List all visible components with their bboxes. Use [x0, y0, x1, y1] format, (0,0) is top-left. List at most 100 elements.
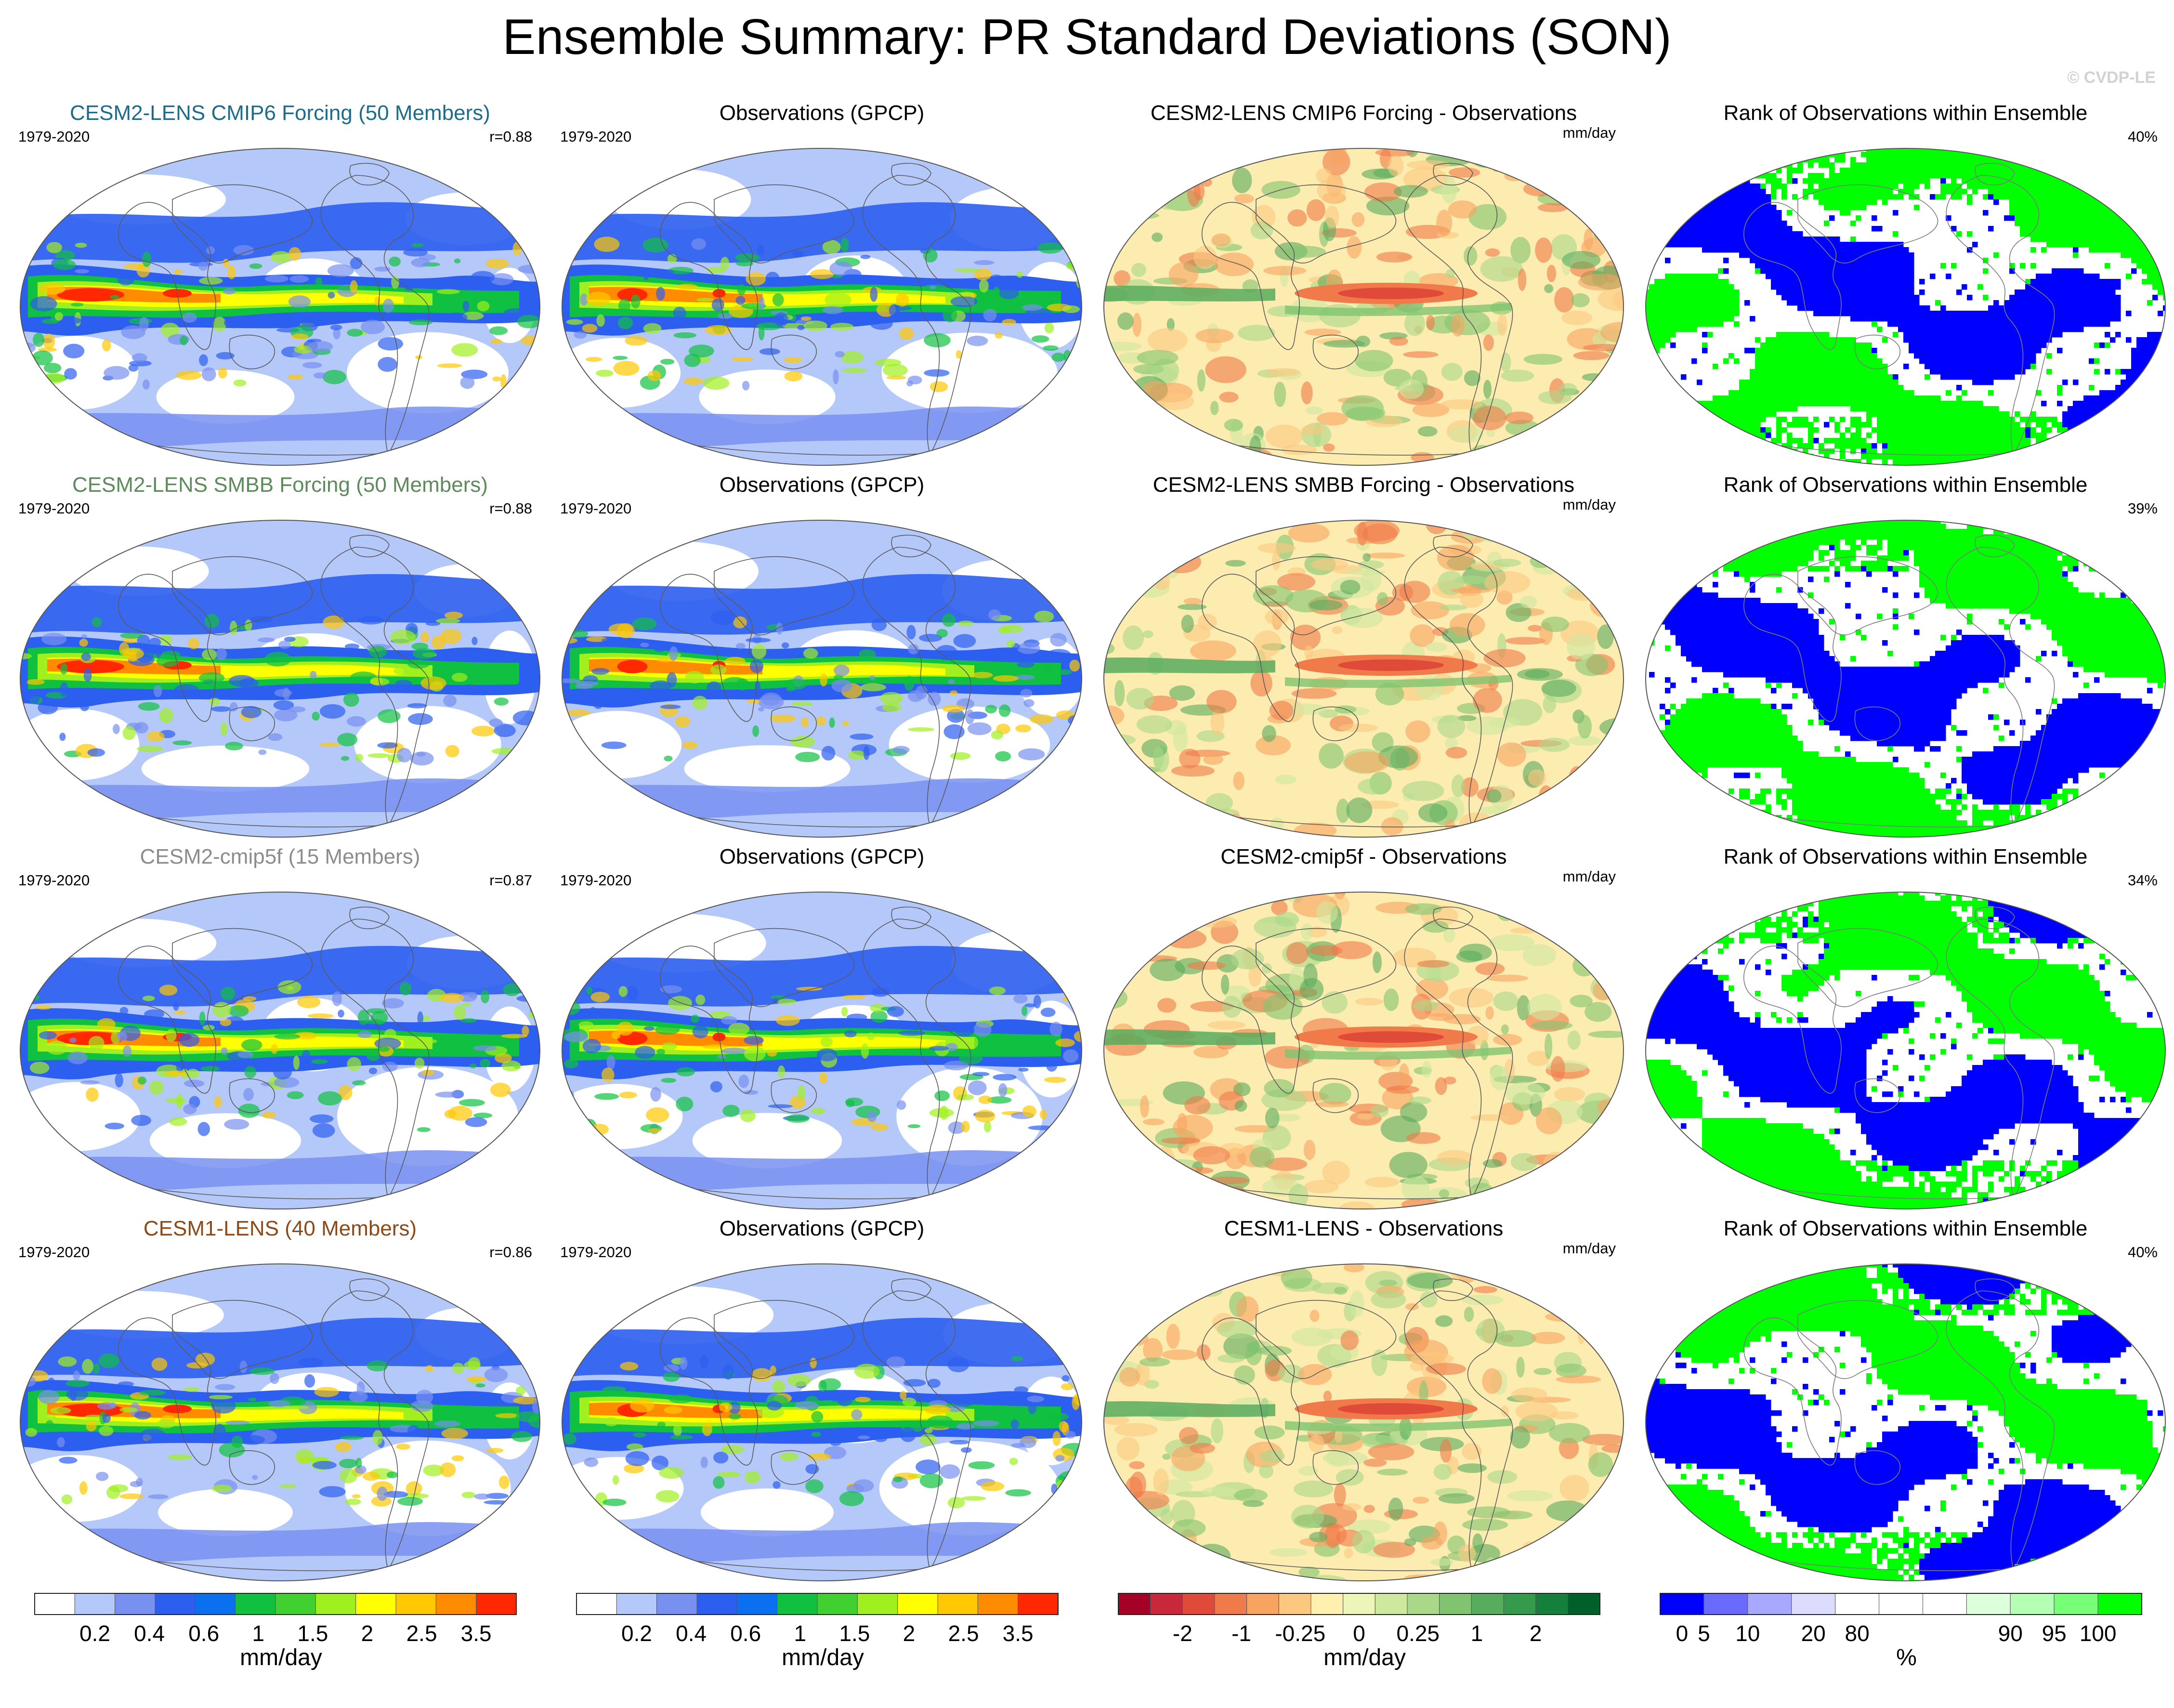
- colorbar-swatch: [35, 1593, 75, 1615]
- colorbar-tick: 80: [1845, 1620, 1869, 1646]
- colorbar-tick: 1: [252, 1620, 264, 1646]
- period-label: 1979-2020: [560, 500, 631, 517]
- colorbar-tick: -0.25: [1275, 1620, 1325, 1646]
- colorbar-swatch: [1504, 1593, 1536, 1615]
- colorbar-swatch: [75, 1593, 115, 1615]
- colorbar-swatch: [1343, 1593, 1375, 1615]
- correlation-label: r=0.88: [489, 128, 532, 145]
- map-r2-c2: [1102, 890, 1625, 1211]
- colorbar-swatch: [356, 1593, 396, 1615]
- colorbar-swatch: [697, 1593, 737, 1615]
- colorbar-swatch: [115, 1593, 155, 1615]
- colorbar-swatch: [275, 1593, 315, 1615]
- colorbar-swatch: [476, 1593, 516, 1615]
- period-label: 1979-2020: [18, 1244, 90, 1261]
- units-label: mm/day: [1563, 1240, 1616, 1257]
- colorbar-tick: 3.5: [461, 1620, 492, 1646]
- panel-title: CESM2-cmip5f (15 Members): [9, 844, 551, 870]
- colorbar-swatch: [1215, 1593, 1247, 1615]
- panel-title: CESM2-LENS CMIP6 Forcing (50 Members): [9, 100, 551, 126]
- colorbar-swatch: [938, 1593, 978, 1615]
- colorbar-tick: -2: [1173, 1620, 1192, 1646]
- panel-title: CESM1-LENS - Observations: [1092, 1216, 1635, 1242]
- panel-title: Rank of Observations within Ensemble: [1634, 1216, 2174, 1242]
- units-label: mm/day: [1563, 868, 1616, 885]
- colorbar-tick: 10: [1735, 1620, 1760, 1646]
- colorbar-tick: 1.5: [839, 1620, 870, 1646]
- rank-percent: 39%: [2128, 500, 2158, 517]
- colorbar-tick: 0.6: [730, 1620, 761, 1646]
- colorbar-tick: 1.5: [297, 1620, 328, 1646]
- colorbar-tick: 0.6: [188, 1620, 219, 1646]
- panel-r0-c1: Observations (GPCP)1979-2020: [550, 96, 1093, 468]
- map-r2-c1: [560, 890, 1084, 1211]
- panel-title: Observations (GPCP): [550, 100, 1093, 126]
- period-label: 1979-2020: [560, 1244, 631, 1261]
- period-label: 1979-2020: [560, 872, 631, 889]
- colorbar-tick: 1: [1471, 1620, 1483, 1646]
- map-r1-c2: [1102, 518, 1625, 839]
- colorbar-tick: 20: [1801, 1620, 1826, 1646]
- panel-r0-c0: CESM2-LENS CMIP6 Forcing (50 Members)197…: [9, 96, 551, 468]
- colorbar-swatch: [1923, 1593, 1966, 1615]
- colorbar-tick: 1: [794, 1620, 806, 1646]
- colorbar-swatch: [1279, 1593, 1311, 1615]
- cvdp-watermark: © CVDP-LE: [2067, 68, 2156, 87]
- colorbar-tick: 0.25: [1396, 1620, 1440, 1646]
- colorbar-tick: 2: [1530, 1620, 1542, 1646]
- map-r3-c1: [560, 1262, 1084, 1583]
- colorbar-swatch: [1440, 1593, 1472, 1615]
- panel-r1-c1: Observations (GPCP) 1979-2020: [550, 468, 1093, 840]
- colorbar-swatch: [2054, 1593, 2098, 1615]
- map-r1-c3: [1644, 518, 2167, 839]
- colorbar-swatch: [817, 1593, 857, 1615]
- correlation-label: r=0.88: [489, 500, 532, 517]
- colorbar-swatch: [1966, 1593, 2010, 1615]
- colorbar-swatch: [898, 1593, 938, 1615]
- colorbar-swatch: [1375, 1593, 1407, 1615]
- colorbar-swatch: [155, 1593, 195, 1615]
- rank-percent: 40%: [2128, 1244, 2158, 1261]
- colorbar-units: mm/day: [551, 1644, 1094, 1671]
- colorbar-swatch: [1748, 1593, 1792, 1615]
- colorbar-units: mm/day: [10, 1644, 552, 1671]
- colorbar-tick: 0.4: [134, 1620, 165, 1646]
- colorbar-swatch: [1311, 1593, 1343, 1615]
- panel-title: CESM2-cmip5f - Observations: [1092, 844, 1635, 870]
- panel-title: Rank of Observations within Ensemble: [1634, 844, 2174, 870]
- period-label: 1979-2020: [18, 500, 90, 517]
- figure-title: Ensemble Summary: PR Standard Deviations…: [0, 6, 2174, 68]
- colorbar-swatch: [1471, 1593, 1504, 1615]
- colorbar-tick: 2: [361, 1620, 374, 1646]
- colorbar-swatch: [315, 1593, 355, 1615]
- colorbar-swatch: [2010, 1593, 2054, 1615]
- map-r0-c2: [1102, 146, 1625, 467]
- rank-percent: 34%: [2128, 872, 2158, 889]
- correlation-label: r=0.86: [489, 1244, 532, 1261]
- colorbar-swatch: [1018, 1593, 1058, 1615]
- panel-title: CESM2-LENS CMIP6 Forcing - Observations: [1092, 100, 1635, 126]
- map-r0-c0: [18, 146, 542, 467]
- rank-percent: 40%: [2128, 128, 2158, 145]
- colorbar-swatch: [1879, 1593, 1923, 1615]
- colorbar-swatch: [1835, 1593, 1879, 1615]
- colorbar-0-swatches: [10, 1592, 552, 1621]
- colorbar-tick: 0: [1353, 1620, 1365, 1646]
- colorbar-swatch: [657, 1593, 697, 1615]
- panel-title: Observations (GPCP): [550, 1216, 1093, 1242]
- units-label: mm/day: [1563, 124, 1616, 142]
- panel-r1-c0: CESM2-LENS SMBB Forcing (50 Members)1979…: [9, 468, 551, 840]
- colorbar-tick: 0.2: [621, 1620, 652, 1646]
- map-r2-c3: [1644, 890, 2167, 1211]
- map-r1-c0: [18, 518, 542, 839]
- colorbar-swatch: [576, 1593, 616, 1615]
- panel-title: Observations (GPCP): [550, 472, 1093, 498]
- colorbar-tick: 95: [2042, 1620, 2067, 1646]
- colorbar-swatch: [1660, 1593, 1704, 1615]
